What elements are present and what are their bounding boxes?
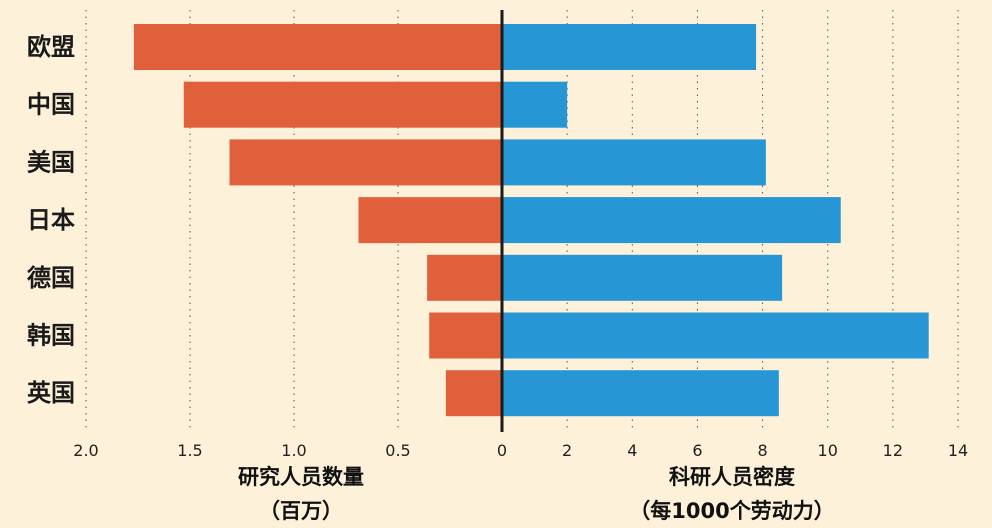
researcher-count-bar	[429, 312, 502, 359]
right-tick-label: 10	[818, 441, 838, 460]
researcher-density-bar	[502, 81, 568, 128]
researcher-count-bar	[229, 139, 502, 186]
category-label: 德国	[27, 264, 75, 292]
category-label: 欧盟	[27, 33, 75, 61]
right-tick-label: 14	[948, 441, 968, 460]
category-label: 韩国	[27, 322, 75, 350]
right-tick-label: 6	[692, 441, 702, 460]
left-axis-title-line1: 研究人员数量	[238, 465, 364, 489]
axis-titles: 研究人员数量 （百万） 科研人员密度 （每1000个劳动力）	[238, 465, 835, 523]
left-axis-title-line2: （百万）	[259, 499, 343, 523]
researcher-density-bar	[502, 197, 841, 244]
category-label: 中国	[27, 91, 75, 119]
researcher-density-bar	[502, 24, 757, 70]
right-axis-title-line2: （每1000个劳动力）	[629, 499, 834, 523]
researcher-density-bar	[502, 312, 929, 359]
researcher-density-bar	[502, 370, 779, 417]
right-tick-label: 8	[757, 441, 767, 460]
category-label: 美国	[27, 148, 75, 176]
right-tick-label: 2	[562, 441, 572, 460]
researcher-count-bar	[183, 81, 502, 128]
category-label: 日本	[27, 206, 75, 234]
left-tick-label: 0.5	[385, 441, 410, 460]
researcher-count-bar	[445, 370, 502, 417]
left-tick-label: 1.5	[177, 441, 202, 460]
category-label: 英国	[27, 379, 75, 407]
left-tick-label: 1.0	[281, 441, 306, 460]
researcher-count-bar	[358, 197, 502, 244]
grid-lines	[85, 10, 959, 432]
right-tick-label: 0	[497, 441, 507, 460]
researcher-density-bar	[502, 139, 766, 186]
researcher-count-bars	[133, 24, 502, 417]
researcher-density-bar	[502, 254, 783, 301]
right-tick-label: 4	[627, 441, 637, 460]
researcher-count-bar	[427, 254, 502, 301]
left-tick-label: 2.0	[73, 441, 98, 460]
tick-labels: 2.0 1.5 1.0 0.5 0 2 4 6 8 10 12 14	[73, 441, 968, 460]
right-axis-title-line1: 科研人员密度	[669, 465, 795, 489]
researcher-density-bars	[502, 24, 929, 417]
researcher-count-bar	[133, 24, 502, 70]
right-tick-label: 12	[883, 441, 903, 460]
